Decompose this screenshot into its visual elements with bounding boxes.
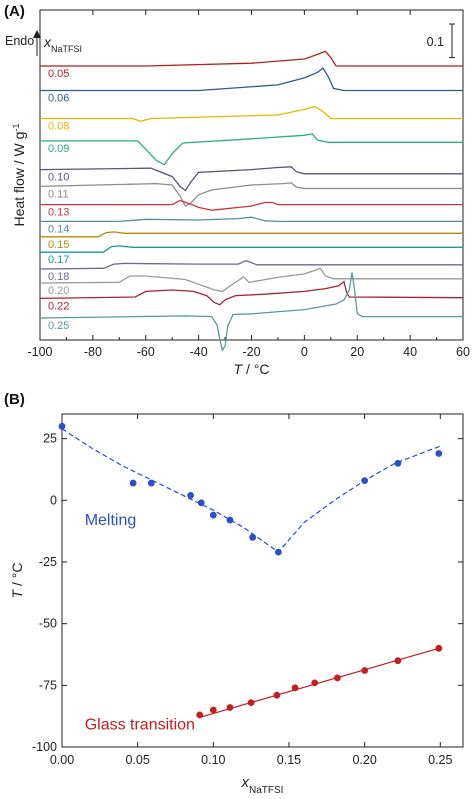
x-tick-label: -80 (84, 345, 102, 359)
glass-transition-point (291, 684, 299, 692)
curve-label-0.18: 0.18 (48, 271, 69, 283)
curve-label-0.10: 0.10 (48, 172, 69, 184)
y-tick-label: 25 (43, 432, 57, 446)
melting-point (249, 533, 257, 541)
dsc-curve-0.14 (40, 216, 463, 223)
dsc-curve-0.17 (40, 245, 463, 253)
melting-point (435, 450, 443, 457)
melting-point (361, 477, 369, 484)
x-tick-label: 20 (350, 345, 364, 359)
dsc-curve-0.10 (39, 166, 463, 192)
glass-transition-point (394, 657, 402, 665)
x-axis-label: T / °C (234, 361, 270, 377)
dsc-curve-0.18 (39, 259, 463, 270)
scale-bar-label: 0.1 (427, 35, 444, 49)
melting-point (394, 459, 402, 467)
x-axis-label: xNaTFSI (241, 774, 284, 796)
y-tick-label: -100 (32, 740, 57, 754)
melting-point (209, 511, 217, 519)
y-axis-label: Heat flow / W g-1 (11, 124, 27, 227)
curve-label-0.14: 0.14 (48, 223, 69, 235)
melting-point (129, 479, 137, 487)
x-tick-label: -100 (27, 345, 52, 359)
endo-label: Endo (5, 34, 34, 48)
curve-label-0.06: 0.06 (48, 93, 69, 105)
glass-transition-point (273, 691, 281, 699)
x-tick-label: -60 (137, 345, 155, 359)
glass-transition-point (226, 704, 234, 711)
glass-transition-point (196, 711, 204, 719)
plot-frame-a (39, 9, 464, 341)
dsc-curve-0.22 (39, 280, 464, 306)
legend-variable: xNaTFSI (43, 34, 82, 54)
curve-label-0.15: 0.15 (48, 239, 69, 251)
melting-fit-line (61, 428, 441, 553)
glass-transition-point (311, 679, 319, 687)
y-tick-label: -50 (39, 617, 57, 631)
melting-point (147, 479, 155, 487)
curve-label-0.05: 0.05 (48, 68, 69, 80)
x-tick-label: 0.10 (201, 753, 225, 767)
endo-arrow-head (33, 30, 41, 38)
y-tick-label: 0 (50, 493, 57, 507)
dsc-curve-0.13 (40, 199, 463, 211)
dsc-curve-0.05 (40, 50, 463, 67)
curve-label-0.09: 0.09 (48, 143, 69, 155)
x-tick-label: 0.15 (277, 753, 301, 767)
y-tick-label: -75 (39, 678, 57, 692)
melting-point (187, 492, 195, 499)
x-tick-label: 0.20 (352, 753, 376, 767)
x-tick-label: -40 (190, 345, 208, 359)
x-tick-label: -20 (242, 345, 260, 359)
dsc-curve-0.25 (39, 272, 463, 352)
melting-label: Melting (85, 512, 137, 529)
x-tick-label: 0.25 (428, 753, 452, 767)
melting-point (274, 548, 282, 556)
melting-point (226, 516, 234, 524)
glass-transition-label: Glass transition (85, 717, 195, 734)
glass-transition-point (334, 674, 341, 682)
y-axis-label: T / °C (9, 563, 25, 599)
curve-label-0.17: 0.17 (48, 254, 69, 266)
panel-label-a: (A) (4, 3, 25, 20)
glass-transition-point (209, 706, 217, 714)
curve-label-0.13: 0.13 (48, 207, 69, 219)
glass-fit-line (199, 647, 439, 718)
x-tick-label: 0.05 (125, 753, 149, 767)
y-tick-label: -25 (39, 555, 57, 569)
curve-label-0.20: 0.20 (48, 285, 69, 297)
dsc-curve-0.15 (40, 231, 463, 238)
curve-label-0.11: 0.11 (48, 188, 69, 200)
plot-frame-b (61, 413, 464, 748)
dsc-curve-0.09 (40, 133, 463, 166)
x-tick-label: 0.00 (50, 753, 74, 767)
phase-diagram-chart: (B) 0.00 0.05 0.10 0.15 0.20 0.25 25 0 -25 -50 -75 -… (4, 391, 464, 796)
glass-transition-point (435, 644, 443, 652)
x-tick-label: 0 (301, 345, 308, 359)
glass-transition-point (247, 699, 255, 706)
dsc-curve-0.06 (40, 67, 463, 92)
dsc-curve-0.08 (40, 105, 463, 122)
melting-point (58, 422, 66, 430)
curve-label-0.08: 0.08 (48, 121, 69, 133)
glass-transition-point (361, 667, 369, 674)
dsc-thermograms-chart: -100 -80 -60 -40 -20 0 20 40 60 T / °C Heat flow /… (4, 3, 470, 377)
melting-point (197, 499, 205, 507)
curve-label-0.25: 0.25 (48, 320, 69, 332)
x-tick-label: 40 (403, 345, 417, 359)
curve-label-0.22: 0.22 (48, 300, 69, 312)
x-tick-label: 60 (456, 345, 470, 359)
dsc-curve-0.20 (39, 267, 463, 293)
panel-label-b: (B) (4, 391, 25, 408)
dsc-curve-0.11 (39, 182, 463, 207)
